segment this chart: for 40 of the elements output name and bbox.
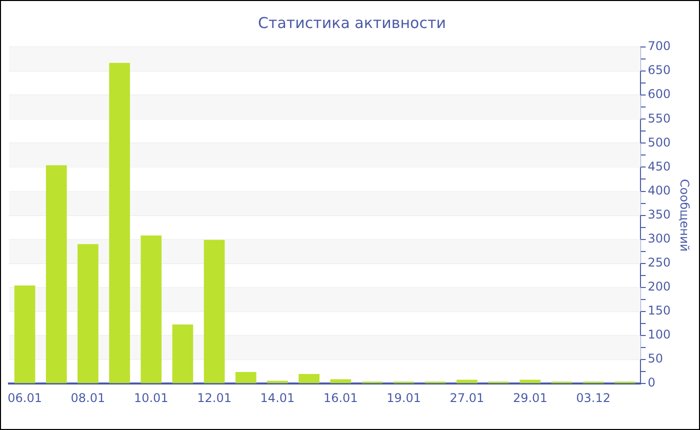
chart-title: Статистика активности xyxy=(258,14,446,32)
x-tick-label: 08.01 xyxy=(70,390,106,405)
x-tick-label: 03.12 xyxy=(576,390,610,405)
bar xyxy=(204,240,225,384)
bar xyxy=(330,379,352,384)
bar xyxy=(140,235,162,384)
y-tick-label: 400 xyxy=(648,183,671,198)
y-tick-label: 550 xyxy=(648,111,671,126)
y-tick-label: 50 xyxy=(648,352,663,366)
y-tick-label: 600 xyxy=(648,87,671,102)
y-tick-label: 650 xyxy=(648,63,671,78)
y-tick-label: 300 xyxy=(648,231,671,246)
y-tick-label: 350 xyxy=(648,207,671,222)
bar xyxy=(109,62,130,384)
x-tick-label: 10.01 xyxy=(134,390,168,405)
x-tick-label: 27.01 xyxy=(450,390,484,405)
bar xyxy=(46,165,67,384)
bar xyxy=(520,380,541,384)
bar xyxy=(78,244,98,384)
y-tick-label: 100 xyxy=(648,328,671,342)
y-tick-label: 200 xyxy=(648,280,671,294)
y-tick-label: 700 xyxy=(648,39,671,54)
x-tick-label: 06.01 xyxy=(8,390,42,405)
x-tick-label: 14.01 xyxy=(260,390,295,405)
x-tick-label: 29.01 xyxy=(512,390,548,405)
x-tick-label: 16.01 xyxy=(323,390,358,405)
bar xyxy=(14,286,36,384)
y-tick-label: 0 xyxy=(648,376,656,390)
x-tick-label: 19.01 xyxy=(386,390,421,405)
bar xyxy=(235,372,256,384)
x-tick-label: 12.01 xyxy=(197,390,232,405)
y-tick-label: 250 xyxy=(648,256,671,270)
y-tick-label: 450 xyxy=(648,159,671,174)
bar xyxy=(267,380,288,384)
y-tick-label: 500 xyxy=(648,135,671,150)
y-tick-label: 150 xyxy=(648,304,671,318)
bar xyxy=(172,324,194,384)
y-axis-title: Сообщений xyxy=(678,179,692,252)
bar xyxy=(298,374,320,384)
bar xyxy=(456,380,478,384)
